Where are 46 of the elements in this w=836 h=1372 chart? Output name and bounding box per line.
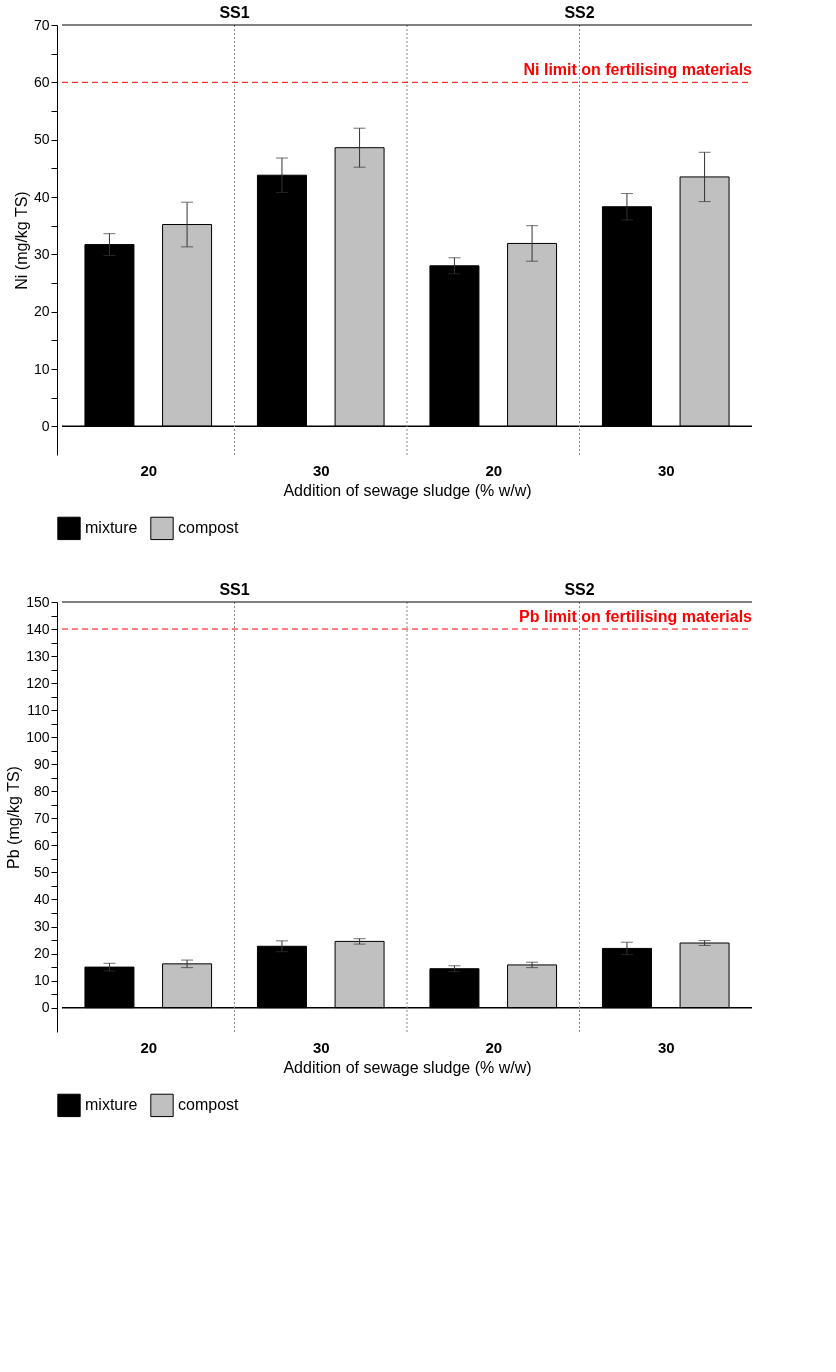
x-tick-label: 20 [140, 461, 158, 479]
y-tick-label: 10 [33, 972, 50, 989]
y-tick-label: 30 [33, 918, 50, 935]
y-tick-label: 80 [33, 782, 50, 799]
x-axis-title: Addition of sewage sludge (% w/w) [283, 1058, 532, 1076]
y-tick-label: 130 [26, 647, 50, 664]
y-tick-label: 20 [33, 945, 50, 962]
legend-label: compost [178, 1096, 240, 1114]
x-tick-label: 30 [312, 461, 330, 479]
y-tick-label: 20 [33, 303, 50, 320]
y-tick-label: 0 [41, 417, 50, 434]
y-tick-label: 60 [33, 836, 50, 853]
y-axis-title: Ni (mg/kg TS) [12, 191, 30, 290]
y-tick-label: 120 [26, 674, 50, 691]
x-axis-title: Addition of sewage sludge (% w/w) [283, 481, 532, 499]
text: SS1 [219, 581, 250, 598]
x-tick-label: 30 [657, 1038, 675, 1056]
text: SS2 [564, 4, 595, 21]
x-tick-label: 30 [312, 1038, 330, 1056]
ref-line-label: Pb limit on fertilising materials [519, 608, 753, 626]
x-tick-label: 20 [140, 1038, 158, 1056]
x-tick-label: 20 [485, 1038, 503, 1056]
legend-label: mixture [85, 519, 138, 537]
y-tick-label: 70 [33, 16, 50, 33]
y-tick-label: 50 [33, 863, 50, 880]
y-tick-label: 60 [33, 73, 50, 90]
ref-line-label: Ni limit on fertilising materials [523, 61, 753, 79]
y-axis-title: Pb (mg/kg TS) [5, 766, 23, 869]
legend-label: mixture [85, 1096, 138, 1114]
y-tick-label: 50 [33, 131, 50, 148]
y-tick-label: 0 [41, 999, 50, 1016]
y-tick-label: 140 [26, 620, 50, 637]
y-tick-label: 70 [33, 809, 50, 826]
y-tick-label: 110 [27, 701, 50, 718]
y-tick-label: 40 [33, 188, 50, 205]
legend-label: compost [178, 519, 240, 537]
y-tick-label: 30 [33, 245, 50, 262]
x-tick-label: 20 [485, 461, 503, 479]
x-tick-label: 30 [657, 461, 675, 479]
y-tick-label: 150 [26, 593, 50, 610]
y-tick-label: 40 [33, 890, 50, 907]
y-tick-label: 100 [26, 728, 50, 745]
y-tick-label: 10 [33, 360, 50, 377]
y-tick-label: 90 [33, 755, 50, 772]
text: SS1 [219, 4, 250, 21]
text: SS2 [564, 581, 595, 598]
